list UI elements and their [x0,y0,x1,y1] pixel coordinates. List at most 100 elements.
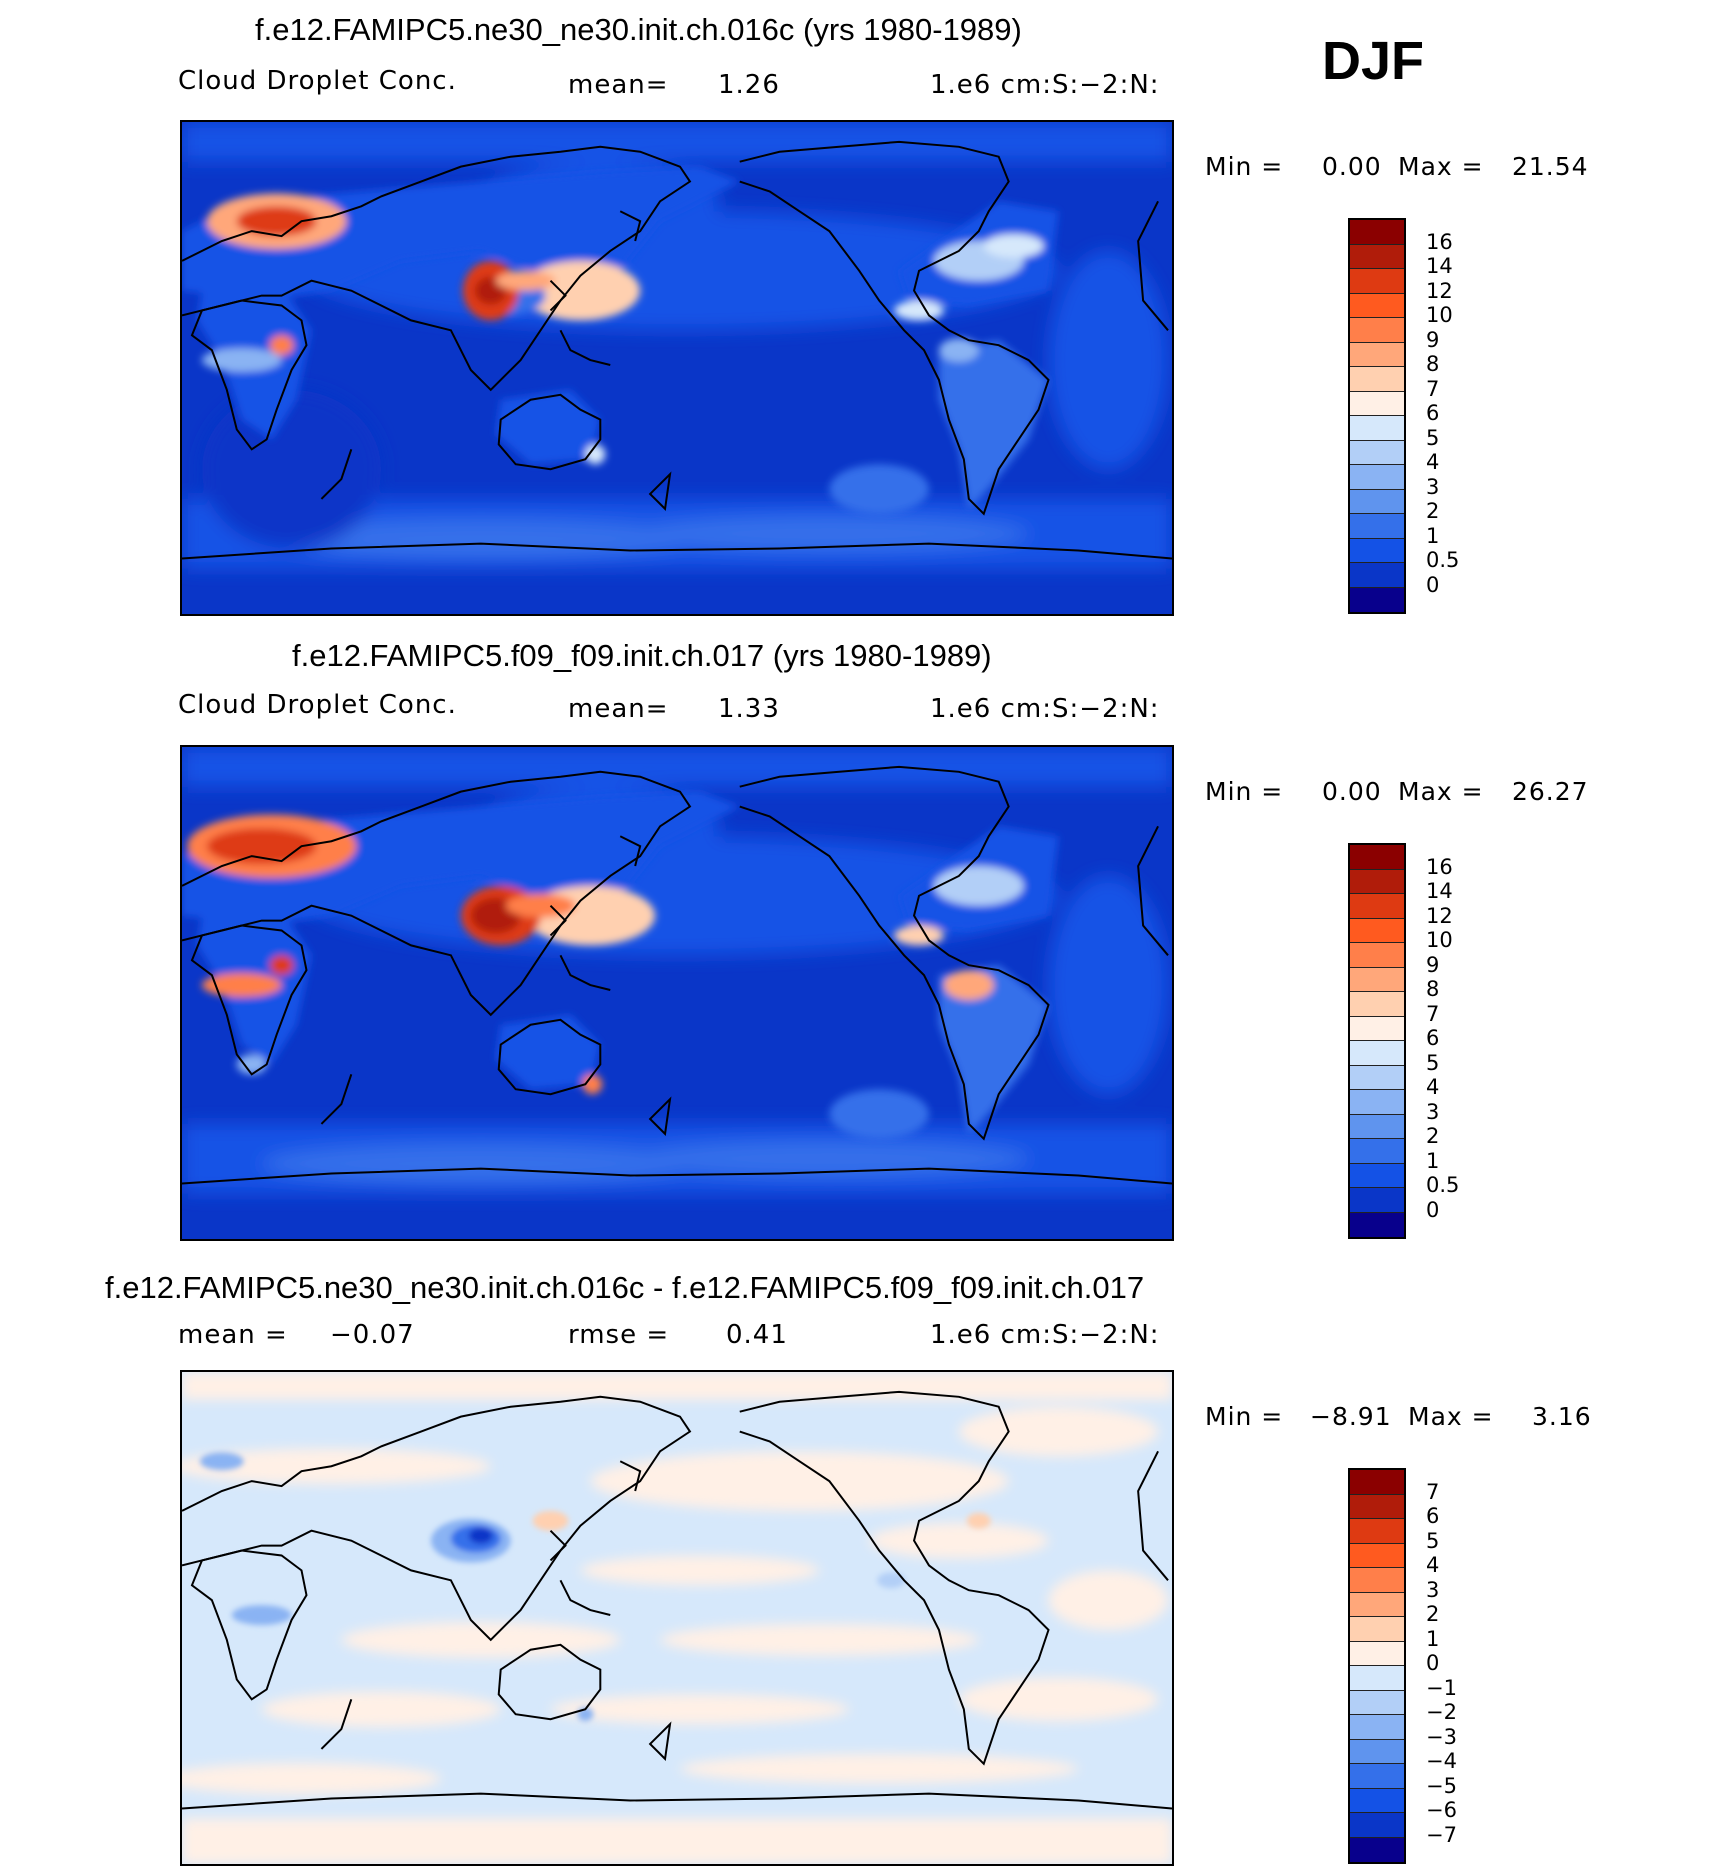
panel1-title: f.e12.FAMIPC5.ne30_ne30.init.ch.016c (yr… [255,12,1022,47]
colorbar-box [1350,244,1404,269]
colorbar-box [1350,1519,1404,1544]
colorbar-box [1350,1090,1404,1115]
cb3-label: −6 [1426,1798,1457,1822]
colorbar-box [1350,1690,1404,1715]
cb2-label: 4 [1426,1075,1440,1099]
panel3-min-value: −8.91 [1310,1402,1392,1431]
colorbar-box [1350,1764,1404,1789]
cb2-label: 1 [1426,1149,1440,1173]
panel2-mean-value: 1.33 [718,694,780,724]
panel3-map [180,1370,1174,1866]
panel2-variable: Cloud Droplet Conc. [178,690,457,720]
colorbar-box [1350,1041,1404,1066]
colorbar-box [1350,538,1404,563]
colorbar-box [1350,1543,1404,1568]
colorbar-box [1350,992,1404,1017]
panel1-max-label: Max = [1398,152,1484,181]
land-group [182,166,1059,514]
cb1-label: 0.5 [1426,548,1460,572]
cb3-label: −4 [1426,1749,1457,1773]
colorbar-box [1350,1065,1404,1090]
coastlines [182,140,1172,560]
cb1-label: 4 [1426,450,1440,474]
panel2-map [180,745,1174,1241]
panel1-colorbar [1348,218,1406,614]
colorbar-box [1350,1666,1404,1691]
cb2-label: 14 [1426,879,1453,903]
panel2-units: 1.e6 cm:S:−2:N: [930,694,1160,724]
colorbar-box [1350,1617,1404,1642]
colorbar-box [1350,1739,1404,1764]
colorbar-box [1350,587,1404,612]
cb3-label: 1 [1426,1627,1440,1651]
cb3-label: 4 [1426,1553,1440,1577]
panel3-mean-value: −0.07 [330,1320,415,1350]
cb1-label: 5 [1426,426,1440,450]
panel2-max-value: 26.27 [1512,777,1589,806]
panel1-units: 1.e6 cm:S:−2:N: [930,70,1160,100]
cb2-label: 12 [1426,904,1453,928]
cb1-label: 14 [1426,254,1453,278]
cb1-label: 10 [1426,303,1453,327]
cb2-label: 9 [1426,953,1440,977]
colorbar-box [1350,416,1404,441]
colorbar-box [1350,391,1404,416]
cb1-label: 1 [1426,524,1440,548]
panel3-min-label: Min = [1205,1402,1284,1431]
colorbar-box [1350,342,1404,367]
colorbar-box [1350,367,1404,392]
season-label: DJF [1322,31,1425,91]
colorbar-box [1350,1139,1404,1164]
panel2-mean-label: mean= [568,694,669,724]
panel3-max-value: 3.16 [1532,1402,1592,1431]
colorbar-box [1350,1813,1404,1838]
cb3-label: −5 [1426,1774,1457,1798]
colorbar-box [1350,1568,1404,1593]
cb1-label: 3 [1426,475,1440,499]
panel1-min-label: Min = [1205,152,1284,181]
colorbar-box [1350,489,1404,514]
panel1-min-value: 0.00 [1322,152,1382,181]
cb2-label: 0.5 [1426,1173,1460,1197]
panel1-mean-label: mean= [568,70,669,100]
cb1-label: 9 [1426,328,1440,352]
colorbar-box [1350,943,1404,968]
colorbar-box [1350,1212,1404,1237]
colorbar-box [1350,440,1404,465]
cb3-label: 2 [1426,1602,1440,1626]
cb1-label: 6 [1426,401,1440,425]
panel2-max-label: Max = [1398,777,1484,806]
panel1-max-value: 21.54 [1512,152,1589,181]
panel1-variable: Cloud Droplet Conc. [178,66,457,96]
colorbar-box [1350,1641,1404,1666]
cb2-label: 16 [1426,855,1453,879]
colorbar-box [1350,318,1404,343]
panel3-max-label: Max = [1408,1402,1494,1431]
colorbar-box [1350,1188,1404,1213]
colorbar-box [1350,845,1404,870]
cb2-label: 8 [1426,977,1440,1001]
cb3-label: −3 [1426,1725,1457,1749]
colorbar-box [1350,918,1404,943]
colorbar-box [1350,1592,1404,1617]
colorbar-box [1350,1494,1404,1519]
colorbar-box [1350,1016,1404,1041]
colorbar-box [1350,1163,1404,1188]
cb2-label: 10 [1426,928,1453,952]
colorbar-box [1350,514,1404,539]
cb2-label: 5 [1426,1051,1440,1075]
cb1-label: 7 [1426,377,1440,401]
cb1-label: 0 [1426,573,1440,597]
colorbar-box [1350,1470,1404,1495]
panel2-colorbar [1348,843,1406,1239]
colorbar-box [1350,894,1404,919]
cb1-label: 16 [1426,230,1453,254]
cb3-label: −2 [1426,1700,1457,1724]
cb1-label: 12 [1426,279,1453,303]
panel3-mean-label: mean = [178,1320,288,1350]
colorbar-box [1350,1788,1404,1813]
cb2-label: 6 [1426,1026,1440,1050]
colorbar-box [1350,869,1404,894]
cb3-label: −7 [1426,1823,1457,1847]
colorbar-box [1350,1114,1404,1139]
